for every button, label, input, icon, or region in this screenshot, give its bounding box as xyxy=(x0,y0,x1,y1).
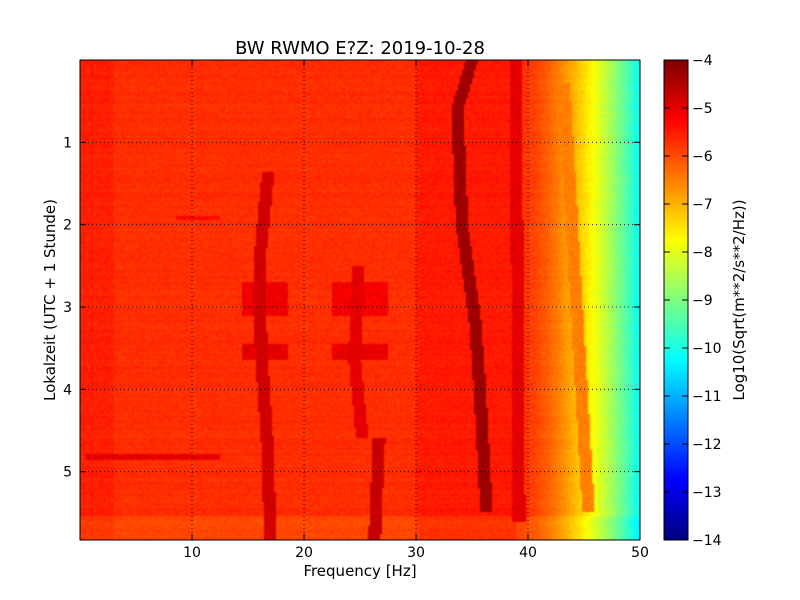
x-tick-label: 40 xyxy=(519,545,537,561)
colorbar-tick-label: −12 xyxy=(692,437,722,453)
x-tick-label: 20 xyxy=(295,545,313,561)
colorbar-tick-label: −5 xyxy=(692,101,713,117)
colorbar-tick-label: −11 xyxy=(692,389,722,405)
y-tick-label: 5 xyxy=(63,465,72,481)
x-axis-ticks: 10 20 30 40 50 xyxy=(183,60,649,561)
spectrogram-heatmap xyxy=(80,60,640,540)
colorbar-ticks: −4 −5 −6 −7 −8 −9 −10 −11 −12 −13 −14 xyxy=(664,53,722,549)
y-tick-label: 2 xyxy=(63,218,72,234)
colorbar-tick-label: −13 xyxy=(692,485,722,501)
y-axis-label: Lokalzeit (UTC + 1 Stunde) xyxy=(41,199,59,401)
y-tick-label: 3 xyxy=(63,300,72,316)
colorbar-tick-label: −10 xyxy=(692,341,722,357)
x-axis-label: Frequency [Hz] xyxy=(303,562,416,580)
x-tick-label: 10 xyxy=(183,545,201,561)
x-tick-label: 50 xyxy=(631,545,649,561)
y-tick-label: 1 xyxy=(63,135,72,151)
chart-title: BW RWMO E?Z: 2019-10-28 xyxy=(235,38,485,59)
colorbar-tick-label: −4 xyxy=(692,53,713,69)
colorbar-tick-label: −7 xyxy=(692,197,713,213)
colorbar-tick-label: −9 xyxy=(692,293,713,309)
colorbar-tick-label: −6 xyxy=(692,149,713,165)
x-tick-label: 30 xyxy=(407,545,425,561)
y-axis-ticks: 1 2 3 4 5 xyxy=(63,135,640,481)
colorbar-label: Log10(Sqrt(m**2/s**2/Hz)) xyxy=(730,199,748,400)
colorbar-tick-label: −8 xyxy=(692,245,713,261)
plot-frame xyxy=(79,59,641,541)
colorbar-tick-label: −14 xyxy=(692,533,722,549)
y-tick-label: 4 xyxy=(63,382,72,398)
grid-lines xyxy=(80,60,640,540)
